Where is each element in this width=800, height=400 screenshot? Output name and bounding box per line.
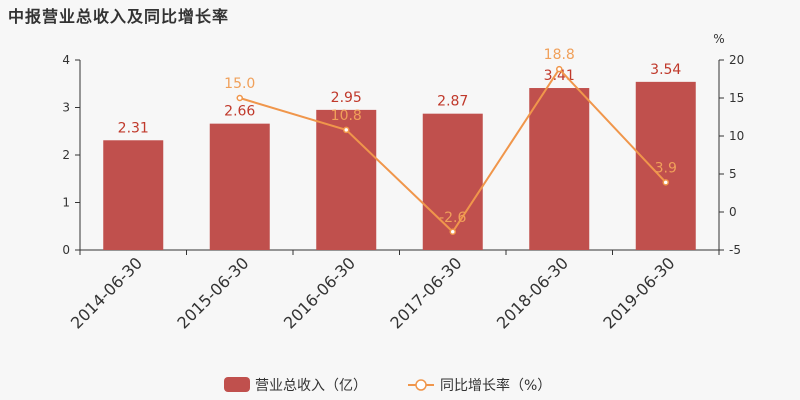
right-axis-unit: % xyxy=(713,32,724,46)
growth-point xyxy=(556,65,563,73)
growth-point xyxy=(236,94,243,102)
right-tick-label: 5 xyxy=(729,167,737,181)
bar-value-label: 2.95 xyxy=(331,90,362,106)
right-tick-label: 10 xyxy=(729,129,744,143)
legend-bar-label: 营业总收入（亿） xyxy=(255,378,367,394)
bar xyxy=(316,109,377,250)
right-tick-label: -5 xyxy=(729,243,741,257)
right-tick-label: 15 xyxy=(729,91,744,105)
bar xyxy=(209,123,270,250)
growth-value-label: 3.9 xyxy=(655,160,677,176)
legend-line-label: 同比增长率（%） xyxy=(440,377,551,394)
growth-value-label: -2.6 xyxy=(439,210,466,226)
left-tick-label: 4 xyxy=(62,53,70,67)
x-tick-label: 2016-06-30 xyxy=(280,253,359,332)
x-tick-label: 2015-06-30 xyxy=(173,253,252,332)
x-tick-label: 2019-06-30 xyxy=(599,253,678,332)
right-tick-label: 0 xyxy=(729,205,737,219)
x-tick-label: 2014-06-30 xyxy=(67,253,146,332)
left-tick-label: 3 xyxy=(62,101,70,115)
bar xyxy=(635,81,696,250)
bar-value-label: 2.31 xyxy=(118,120,149,136)
legend-bar-swatch xyxy=(224,377,250,392)
left-tick-label: 2 xyxy=(62,148,70,162)
bar xyxy=(529,88,590,251)
growth-value-label: 15.0 xyxy=(224,76,255,92)
bar-value-label: 2.66 xyxy=(224,104,255,120)
growth-point xyxy=(449,228,456,236)
left-tick-label: 0 xyxy=(62,243,70,257)
legend-line-marker xyxy=(415,379,427,391)
growth-point xyxy=(662,179,669,186)
right-tick-label: 20 xyxy=(729,53,744,67)
left-tick-label: 1 xyxy=(62,196,70,210)
chart-title: 中报营业总收入及同比增长率 xyxy=(8,7,230,26)
growth-value-label: 10.8 xyxy=(331,108,362,124)
growth-value-label: 18.8 xyxy=(544,47,575,63)
x-tick-label: 2018-06-30 xyxy=(493,253,572,332)
x-tick-label: 2017-06-30 xyxy=(386,253,465,332)
growth-point xyxy=(343,126,350,134)
bar-value-label: 3.54 xyxy=(650,62,681,78)
bar-value-label: 2.87 xyxy=(437,94,468,110)
bar xyxy=(103,140,164,250)
bar xyxy=(422,113,483,250)
